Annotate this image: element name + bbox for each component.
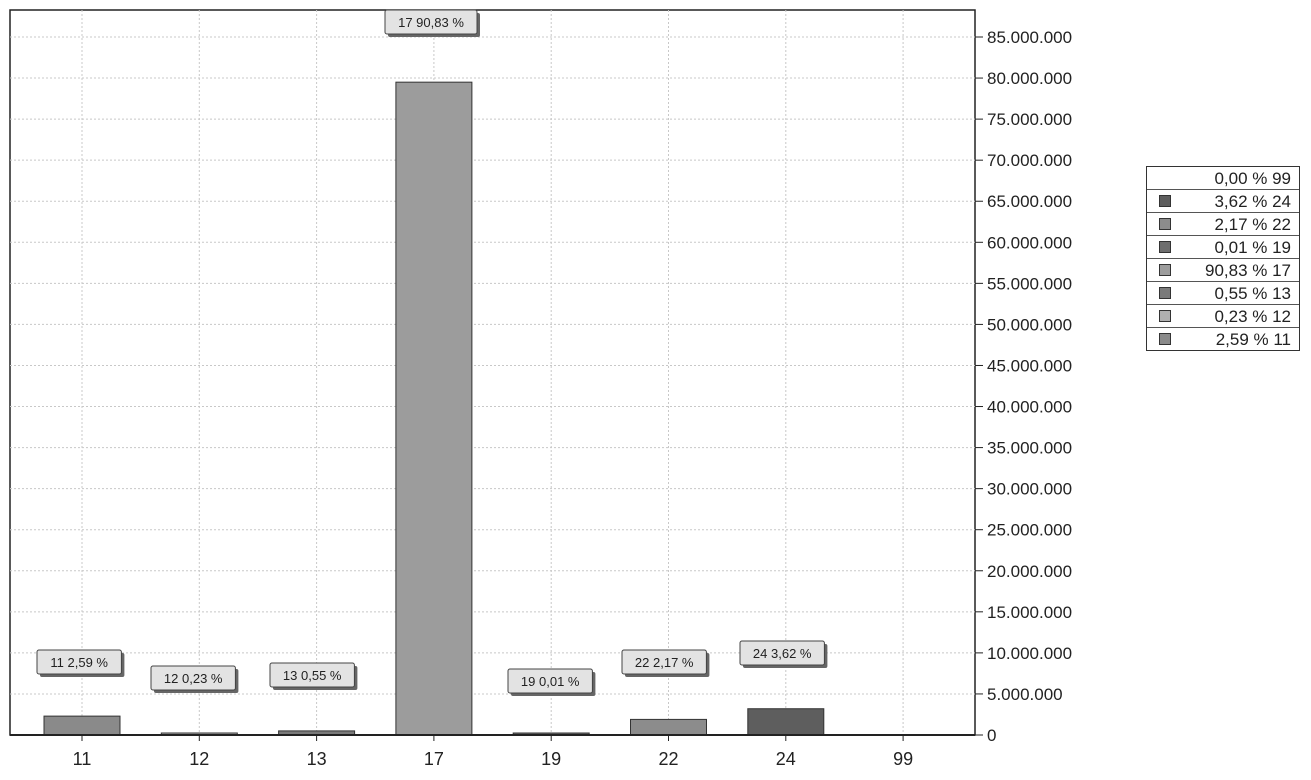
x-tick-label: 11 [73,749,92,769]
data-label-box [150,665,236,691]
bar-22 [630,718,707,736]
y-tick-label: 85.000.000 [987,28,1072,47]
legend-swatch [1159,264,1171,276]
y-tick-label: 0 [987,726,996,745]
y-tick-label: 75.000.000 [987,110,1072,129]
legend-item: 3,62 % 24 [1147,189,1299,212]
data-label: 17 90,83 % [398,15,464,30]
y-tick-label: 70.000.000 [987,151,1072,170]
x-tick-label: 12 [189,749,209,769]
legend-swatch [1159,310,1171,322]
legend-item: 0,00 % 99 [1147,167,1299,189]
data-label: 13 0,55 % [283,668,342,683]
x-tick-label: 13 [307,749,327,769]
x-tick-label: 24 [776,749,796,769]
data-label-box [36,649,122,675]
y-tick-label: 20.000.000 [987,562,1072,581]
data-label: 24 3,62 % [753,646,812,661]
legend-item: 0,55 % 13 [1147,281,1299,304]
data-label-box [507,668,593,694]
plot-frame [9,9,976,736]
legend-label: 90,83 % 17 [1204,261,1291,280]
chart-legend: 0,00 % 99 3,62 % 24 2,17 % 22 0,01 % 19 90,8… [1146,166,1300,351]
y-tick-label: 45.000.000 [987,356,1072,375]
legend-swatch [1159,287,1171,299]
bar-17 [395,81,473,736]
legend-label: 0,00 % 99 [1214,169,1291,188]
legend-swatch [1159,241,1171,253]
y-tick-label: 60.000.000 [987,233,1072,252]
legend-item: 2,17 % 22 [1147,212,1299,235]
legend-label: 2,17 % 22 [1214,215,1291,234]
bar-11 [43,715,121,736]
data-label-box [269,662,355,688]
data-label-box [621,649,707,675]
legend-label: 0,01 % 19 [1214,238,1291,257]
bar-24 [747,708,825,736]
legend-label: 2,59 % 11 [1215,330,1291,349]
legend-swatch [1159,218,1171,230]
legend-item: 0,01 % 19 [1147,235,1299,258]
data-label-box [739,640,825,666]
y-tick-label: 80.000.000 [987,69,1072,88]
data-label-box [384,9,478,35]
data-label: 12 0,23 % [164,671,223,686]
y-tick-label: 65.000.000 [987,192,1072,211]
legend-item: 90,83 % 17 [1147,258,1299,281]
y-tick-label: 10.000.000 [987,644,1072,663]
legend-item: 2,59 % 11 [1147,327,1299,350]
legend-label: 0,23 % 12 [1214,307,1291,326]
y-tick-label: 55.000.000 [987,274,1072,293]
y-tick-label: 50.000.000 [987,315,1072,334]
x-tick-label: 22 [658,749,678,769]
y-tick-label: 25.000.000 [987,521,1072,540]
y-tick-label: 15.000.000 [987,603,1072,622]
y-tick-label: 35.000.000 [987,439,1072,458]
y-tick-label: 40.000.000 [987,398,1072,417]
legend-label: 3,62 % 24 [1214,192,1291,211]
legend-item: 0,23 % 12 [1147,304,1299,327]
x-tick-label: 99 [893,749,913,769]
y-tick-label: 5.000.000 [987,685,1063,704]
x-tick-label: 19 [541,749,561,769]
y-tick-label: 30.000.000 [987,480,1072,499]
legend-swatch [1159,195,1171,207]
data-label: 19 0,01 % [521,674,580,689]
legend-label: 0,55 % 13 [1214,284,1291,303]
legend-swatch [1159,333,1171,345]
x-tick-label: 17 [424,749,444,769]
data-label: 11 2,59 % [50,655,108,670]
data-label: 22 2,17 % [635,655,694,670]
